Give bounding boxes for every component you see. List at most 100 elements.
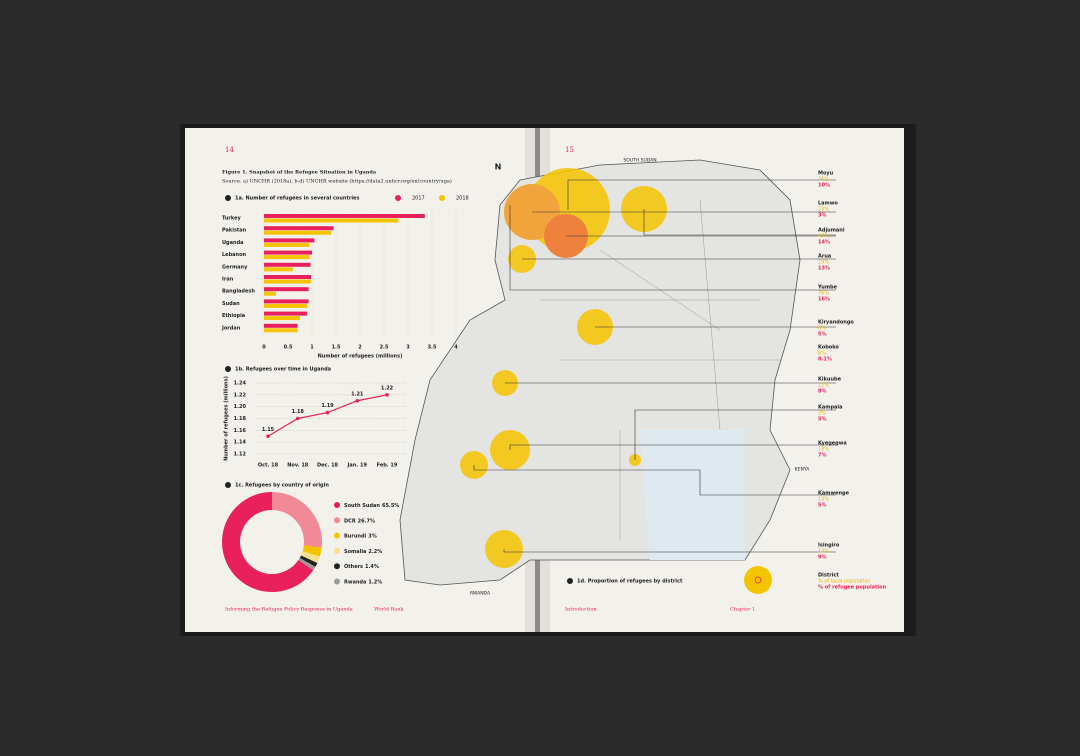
district-refugee: 5% xyxy=(818,332,827,338)
legend-swatch xyxy=(334,502,340,508)
legend-name: Somalia xyxy=(344,548,366,554)
bar xyxy=(264,323,298,328)
x-axis-label: Number of refugees (millions) xyxy=(318,354,403,360)
district-refugee: 5% xyxy=(818,417,827,423)
lake-victoria xyxy=(640,430,745,560)
map-label: SOUTH SUDAN xyxy=(623,158,656,164)
district-local: 18% xyxy=(818,447,829,453)
page-number: 14 xyxy=(225,146,234,154)
bar xyxy=(264,311,308,316)
y-tick-label: 1.24 xyxy=(234,381,247,387)
x-tick-label: 1.5 xyxy=(332,345,341,351)
district-local: 6% xyxy=(818,326,826,332)
x-tick-label: 4 xyxy=(454,345,458,351)
district-local: 2% xyxy=(818,411,826,417)
legend-name: DCR xyxy=(344,518,356,524)
bar xyxy=(264,275,312,279)
footer-left: Introduction xyxy=(565,607,597,613)
x-tick-label: 3.5 xyxy=(428,345,437,351)
legend-swatch xyxy=(395,195,401,201)
district-local: 12% xyxy=(818,383,829,389)
district-name: Adjumani xyxy=(818,228,845,234)
legend-label: 2017 xyxy=(412,196,425,202)
legend-bubble-center xyxy=(754,576,762,584)
district-name: Arua xyxy=(818,254,831,260)
category-label: Pakistan xyxy=(222,228,247,234)
leader-lines xyxy=(473,179,836,553)
point xyxy=(355,398,360,403)
donut-slice xyxy=(302,545,322,557)
category-label: Sudan xyxy=(222,301,240,307)
page-number: 15 xyxy=(565,146,574,154)
figure-source: Source. a) UNCHR (2018a), b-d) UNCHR web… xyxy=(222,178,452,185)
legend-label: Others 1.4% xyxy=(344,564,379,570)
bar xyxy=(264,267,293,272)
district-local: 16% xyxy=(818,177,829,183)
legend-label: 2018 xyxy=(456,196,469,202)
bar xyxy=(264,218,399,223)
legend-name: South Sudan xyxy=(344,503,380,509)
bar xyxy=(264,242,310,247)
y-axis-label: Number of refugees (millions) xyxy=(224,376,230,461)
district-name: Koboko xyxy=(818,345,839,351)
y-tick-label: 1.22 xyxy=(234,392,247,398)
district-name: Kampala xyxy=(818,405,843,411)
chart-title: 1a. Number of refugees in several countr… xyxy=(235,196,359,202)
district-refugee: 10% xyxy=(818,183,830,189)
district-refugee: 9% xyxy=(818,555,827,561)
legend-swatch xyxy=(334,547,340,554)
legend-label: South Sudan 65.5% xyxy=(344,503,399,509)
district-refugee: 5% xyxy=(818,503,827,509)
legend-swatch xyxy=(334,517,340,524)
bar xyxy=(264,262,311,267)
x-tick-label: 1 xyxy=(310,345,314,351)
point xyxy=(266,434,270,439)
x-tick-label: 3 xyxy=(406,345,410,351)
donut-slice xyxy=(222,492,314,593)
bar xyxy=(264,214,425,218)
section-bullet xyxy=(225,195,231,201)
north-arrow: N xyxy=(495,163,502,172)
donut-slice xyxy=(301,551,320,564)
bar xyxy=(264,250,312,255)
district-refugee: 14% xyxy=(818,240,830,246)
bar xyxy=(264,230,332,235)
section-bullet xyxy=(225,482,231,488)
figure-title: Figure 1. Snapshot of the Refugee Situat… xyxy=(222,170,377,176)
category-label: Bangladesh xyxy=(222,289,255,295)
legend-district: District xyxy=(818,573,839,579)
point xyxy=(385,393,389,397)
point xyxy=(295,416,300,421)
bar xyxy=(264,226,334,231)
donut-slice xyxy=(272,492,322,548)
legend-value: 26.7% xyxy=(358,518,375,524)
district-local: 13% xyxy=(818,497,829,503)
map-title: 1d. Proportion of refugees by district xyxy=(577,579,683,585)
legend-name: Rwanda xyxy=(344,579,366,585)
legend-name: Burundi xyxy=(344,533,367,539)
footer-title: Informing the Refugee Policy Response in… xyxy=(225,607,353,613)
bar xyxy=(264,255,310,260)
donut-slice xyxy=(298,557,316,571)
y-tick-label: 1.20 xyxy=(234,404,247,410)
district-name: Kiryandongo xyxy=(818,320,854,326)
district-local: 8% xyxy=(818,351,826,357)
category-label: Uganda xyxy=(222,240,244,246)
legend-refugee: % of refugee population xyxy=(818,585,887,591)
legend-value: 1.4% xyxy=(365,564,379,570)
x-tick-label: Feb. 19 xyxy=(377,463,398,469)
legend-local: % of local population xyxy=(818,579,871,585)
bar xyxy=(264,279,312,284)
map-label: RWANDA xyxy=(470,591,491,597)
district-local: 47% xyxy=(818,234,829,240)
data-label: 1.22 xyxy=(381,385,394,391)
bar xyxy=(264,287,309,292)
x-tick-label: 2.5 xyxy=(380,345,389,351)
district-name: Kamwenge xyxy=(818,491,850,497)
x-tick-label: Jan. 19 xyxy=(347,463,368,469)
legend-value: 1.2% xyxy=(368,579,382,585)
y-tick-label: 1.12 xyxy=(234,452,247,458)
x-tick-label: 2 xyxy=(358,345,362,351)
map-label: KENYA xyxy=(795,467,811,473)
legend-label: Somalia 2.2% xyxy=(344,548,382,554)
